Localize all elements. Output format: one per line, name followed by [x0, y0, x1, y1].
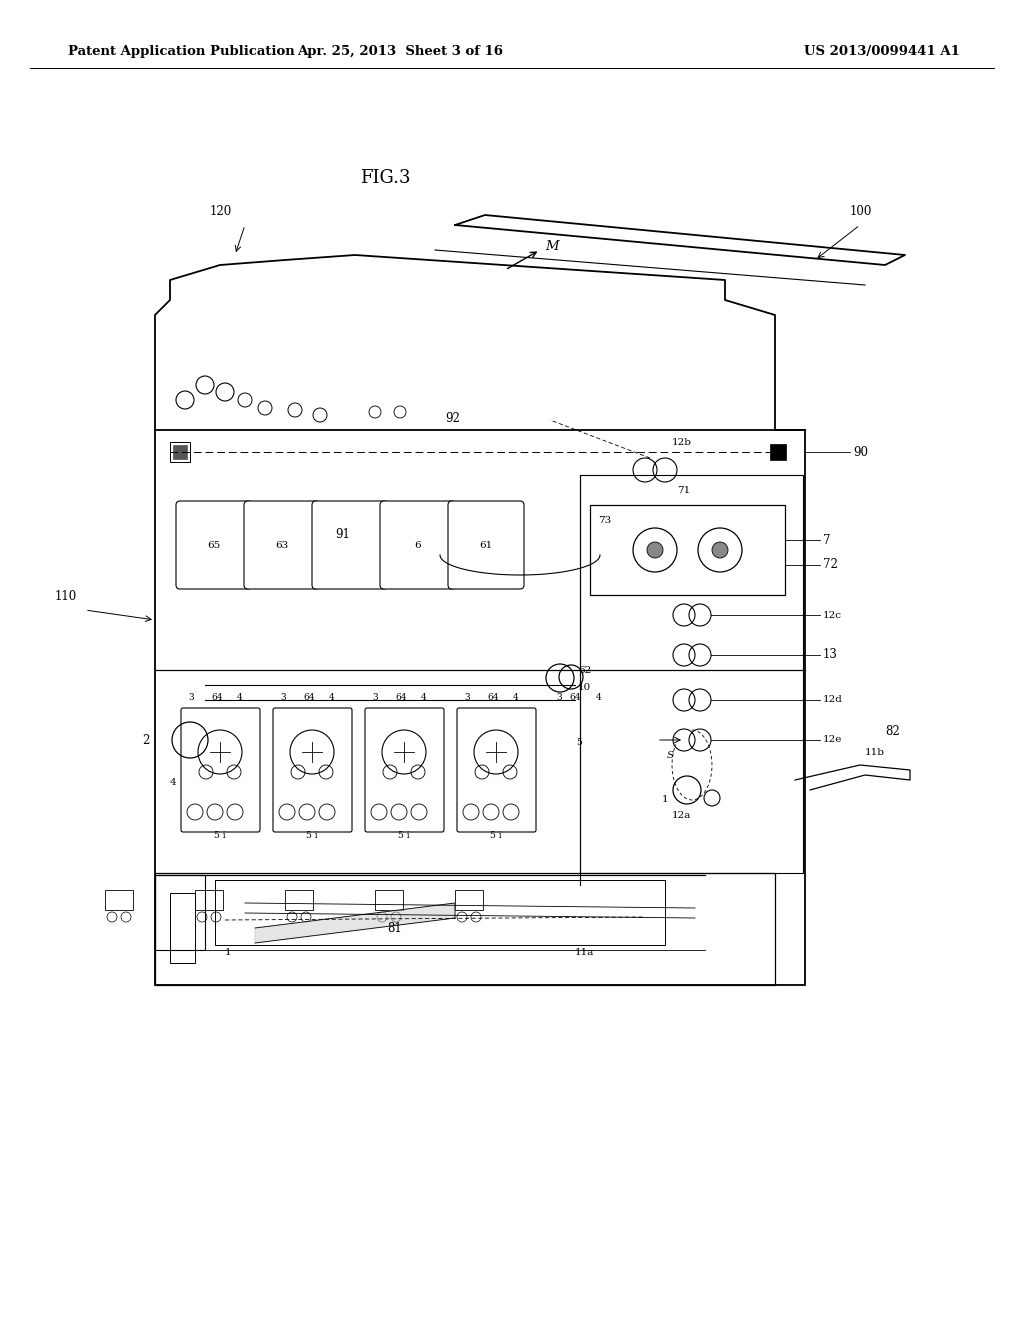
Text: M: M [545, 240, 559, 253]
Text: 81: 81 [388, 923, 402, 936]
Bar [170, 894, 195, 964]
Bar [375, 890, 403, 909]
Text: 5 i: 5 i [490, 832, 502, 840]
Text: 73: 73 [598, 516, 611, 525]
Text: 62: 62 [578, 667, 591, 675]
Polygon shape [255, 903, 455, 942]
Text: 4: 4 [596, 693, 602, 702]
Text: 120: 120 [210, 205, 232, 218]
Text: 12c: 12c [823, 610, 842, 619]
Circle shape [712, 543, 728, 558]
Text: 12a: 12a [672, 810, 691, 820]
Text: 61: 61 [479, 540, 493, 549]
Text: 2: 2 [142, 734, 150, 747]
Text: 5 i: 5 i [214, 832, 226, 840]
Text: 4: 4 [170, 777, 176, 787]
Text: 7: 7 [823, 533, 830, 546]
Bar [155, 430, 805, 985]
Text: 65: 65 [208, 540, 220, 549]
Text: 3: 3 [372, 693, 378, 702]
FancyBboxPatch shape [312, 502, 388, 589]
Text: 110: 110 [55, 590, 77, 603]
Text: 92: 92 [445, 412, 460, 425]
Text: 64: 64 [487, 693, 499, 702]
FancyBboxPatch shape [273, 708, 352, 832]
Text: 63: 63 [275, 540, 289, 549]
Text: 5: 5 [575, 738, 582, 747]
Text: 5 i: 5 i [306, 832, 317, 840]
Text: 91: 91 [335, 528, 350, 541]
Text: Patent Application Publication: Patent Application Publication [68, 45, 295, 58]
FancyBboxPatch shape [449, 502, 524, 589]
Text: 64: 64 [211, 693, 222, 702]
Text: 4: 4 [513, 693, 519, 702]
Bar [155, 873, 775, 985]
Text: 3: 3 [556, 693, 561, 702]
Text: 1: 1 [662, 795, 669, 804]
FancyBboxPatch shape [244, 502, 319, 589]
Text: 11b: 11b [865, 748, 885, 756]
Text: US 2013/0099441 A1: US 2013/0099441 A1 [804, 45, 961, 58]
Text: S: S [667, 751, 674, 760]
Text: 64: 64 [569, 693, 581, 702]
Bar [173, 445, 187, 459]
Circle shape [647, 543, 663, 558]
FancyBboxPatch shape [380, 502, 456, 589]
Text: 3: 3 [188, 693, 194, 702]
FancyBboxPatch shape [457, 708, 536, 832]
Bar [215, 880, 665, 945]
Text: 82: 82 [885, 725, 900, 738]
Text: 13: 13 [823, 648, 838, 661]
Bar [590, 506, 785, 595]
Text: 1: 1 [225, 948, 231, 957]
Text: 3: 3 [464, 693, 470, 702]
Bar [195, 890, 223, 909]
Bar [170, 442, 190, 462]
Text: 6: 6 [415, 540, 421, 549]
Text: 5 i: 5 i [398, 832, 410, 840]
Bar [455, 890, 483, 909]
Bar [105, 890, 133, 909]
Text: 64: 64 [303, 693, 314, 702]
Text: 10: 10 [578, 682, 591, 692]
Text: 72: 72 [823, 558, 838, 572]
Text: 90: 90 [853, 446, 868, 458]
FancyBboxPatch shape [365, 708, 444, 832]
Text: Apr. 25, 2013  Sheet 3 of 16: Apr. 25, 2013 Sheet 3 of 16 [297, 45, 503, 58]
Text: 4: 4 [421, 693, 427, 702]
Text: 100: 100 [850, 205, 872, 218]
Text: 12e: 12e [823, 735, 843, 744]
Text: 71: 71 [677, 486, 690, 495]
Bar [580, 475, 803, 873]
Text: FIG.3: FIG.3 [359, 169, 411, 187]
Text: 12b: 12b [672, 438, 692, 447]
Text: 4: 4 [329, 693, 335, 702]
Text: 3: 3 [280, 693, 286, 702]
FancyBboxPatch shape [176, 502, 252, 589]
Bar [285, 890, 313, 909]
Text: 11a: 11a [575, 948, 594, 957]
Bar [155, 875, 205, 950]
Text: 64: 64 [395, 693, 407, 702]
Text: 4: 4 [237, 693, 243, 702]
Bar [770, 444, 786, 459]
Text: 12d: 12d [823, 696, 843, 705]
FancyBboxPatch shape [181, 708, 260, 832]
